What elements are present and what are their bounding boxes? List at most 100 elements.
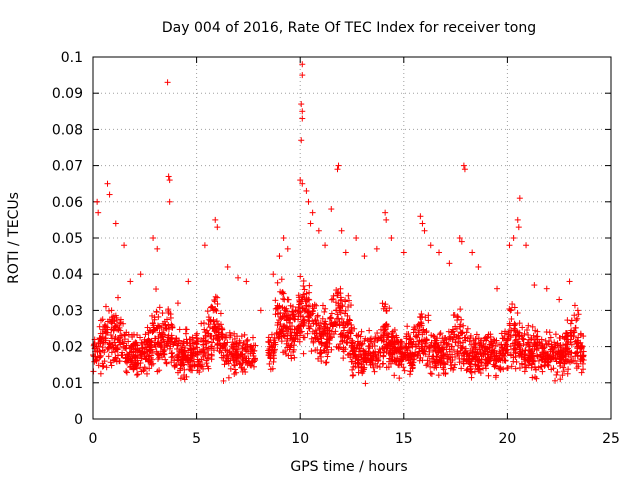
data-point	[131, 340, 138, 347]
data-point	[102, 335, 109, 342]
data-point	[187, 357, 194, 364]
data-point	[146, 347, 153, 354]
data-point	[150, 235, 157, 241]
data-point	[522, 358, 529, 365]
data-point	[165, 334, 172, 341]
data-point	[166, 177, 173, 184]
data-point	[243, 338, 250, 345]
data-point	[156, 329, 163, 336]
data-point	[372, 348, 379, 355]
data-point	[511, 322, 518, 329]
data-point	[509, 301, 516, 308]
y-tick-label: 0	[74, 412, 83, 428]
data-point	[153, 286, 160, 293]
data-point	[125, 338, 132, 345]
data-point	[318, 349, 325, 356]
data-point	[558, 349, 565, 356]
data-point	[198, 320, 205, 327]
data-point	[265, 334, 272, 341]
data-point	[525, 332, 532, 339]
data-point	[571, 302, 578, 309]
data-point	[214, 337, 221, 344]
data-point	[560, 364, 567, 371]
data-point	[212, 306, 219, 313]
data-point	[249, 346, 256, 353]
data-point	[355, 348, 362, 355]
data-point	[532, 340, 539, 347]
data-point	[545, 340, 552, 347]
data-point	[319, 302, 326, 309]
data-point	[310, 339, 317, 346]
data-point	[243, 348, 250, 355]
data-point	[325, 349, 332, 356]
data-point	[328, 296, 335, 303]
data-point	[511, 345, 518, 352]
data-point	[490, 361, 497, 368]
data-point	[165, 309, 172, 316]
data-point	[345, 303, 352, 310]
data-point	[529, 353, 536, 360]
y-tick-label: 0.09	[52, 86, 83, 102]
data-point	[137, 364, 144, 371]
data-point	[208, 303, 215, 310]
data-point	[381, 337, 388, 344]
data-point	[210, 325, 217, 332]
data-point	[478, 359, 485, 366]
data-point	[482, 365, 489, 372]
data-point	[382, 209, 389, 216]
data-point	[547, 334, 554, 341]
data-point	[333, 287, 340, 294]
data-point	[272, 305, 279, 312]
data-point	[438, 339, 445, 346]
data-point	[513, 358, 520, 365]
data-point	[432, 344, 439, 351]
data-point	[493, 356, 500, 363]
y-tick-label: 0.01	[52, 376, 83, 392]
data-point	[306, 296, 313, 303]
data-point	[400, 364, 407, 371]
data-point	[318, 341, 325, 348]
data-point	[177, 375, 184, 382]
data-point	[122, 355, 129, 362]
data-point	[360, 347, 367, 354]
data-point	[343, 338, 350, 345]
chart-title: Day 004 of 2016, Rate Of TEC Index for r…	[162, 20, 536, 36]
data-point	[340, 355, 347, 362]
data-point	[158, 339, 165, 346]
data-point	[117, 319, 124, 326]
data-point	[355, 364, 362, 371]
data-point	[134, 371, 141, 378]
data-point	[416, 357, 423, 364]
data-point	[347, 329, 354, 336]
data-point	[324, 330, 331, 337]
data-point	[409, 356, 416, 363]
data-point	[318, 331, 325, 338]
data-point	[466, 360, 473, 367]
data-point	[511, 304, 518, 311]
data-point	[580, 333, 587, 340]
y-tick-label: 0.04	[52, 267, 83, 283]
data-point	[184, 339, 191, 346]
data-point	[434, 349, 441, 356]
data-point	[151, 335, 158, 342]
data-point	[311, 334, 318, 341]
data-point	[579, 343, 586, 350]
data-point	[335, 162, 342, 169]
data-point	[468, 374, 475, 381]
data-point	[572, 324, 579, 331]
data-point	[145, 336, 152, 343]
data-point	[502, 350, 509, 357]
data-point	[298, 101, 305, 108]
data-point	[299, 115, 306, 122]
data-point	[315, 336, 322, 343]
data-point	[210, 347, 217, 354]
data-point	[564, 370, 571, 377]
data-point	[567, 339, 574, 346]
data-point	[299, 108, 306, 115]
data-points	[90, 61, 587, 387]
data-point	[469, 249, 476, 256]
data-point	[125, 352, 132, 359]
data-point	[520, 340, 527, 347]
data-point	[563, 358, 570, 365]
x-tick-label: 5	[192, 431, 201, 447]
